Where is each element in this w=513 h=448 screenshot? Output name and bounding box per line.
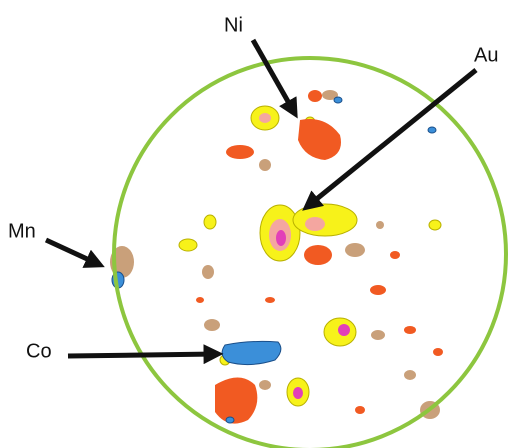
arrow-label: Co bbox=[26, 340, 52, 362]
arrows bbox=[44, 38, 478, 365]
arrow bbox=[67, 344, 224, 365]
arrow bbox=[44, 237, 105, 268]
arrow bbox=[250, 38, 298, 119]
arrow-label: Mn bbox=[8, 220, 36, 242]
arrow bbox=[302, 68, 478, 211]
arrow-label: Ni bbox=[224, 14, 243, 36]
blobs bbox=[110, 90, 443, 424]
sample-outline bbox=[112, 56, 508, 448]
arrow-label: Au bbox=[474, 44, 498, 66]
